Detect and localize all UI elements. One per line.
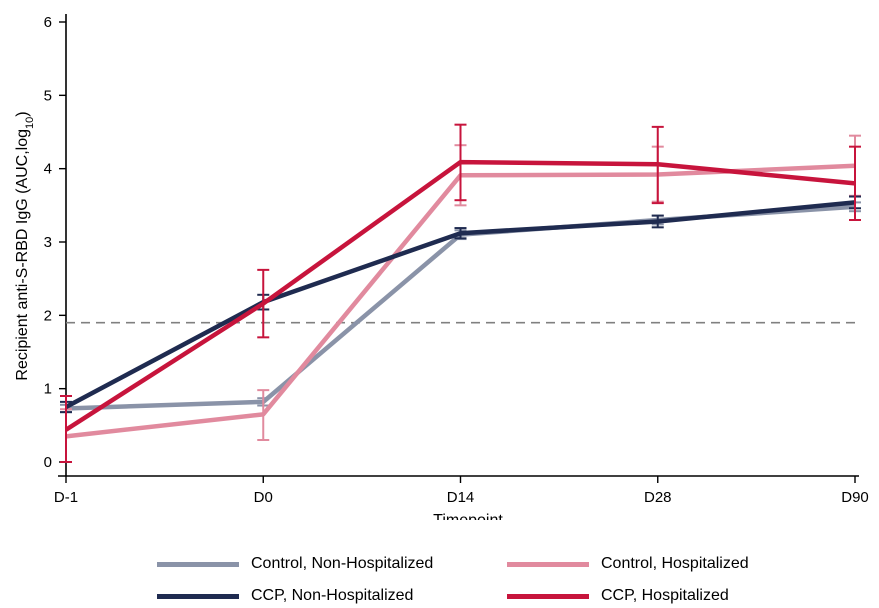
y-axis-title-main: Recipient anti-S-RBD IgG (AUC,log xyxy=(14,129,31,381)
x-tick-label: D90 xyxy=(841,489,869,506)
x-tick-label: D14 xyxy=(447,489,475,506)
y-tick-label: 2 xyxy=(44,307,52,324)
series-2 xyxy=(60,195,861,414)
y-axis-title-subscript: 10 xyxy=(24,117,36,129)
legend-item-control-hosp: Control, Hospitalized xyxy=(507,552,749,576)
legend-swatch xyxy=(507,593,589,599)
x-tick-label: D0 xyxy=(254,489,273,506)
legend: Control, Non-Hospitalized Control, Hospi… xyxy=(0,520,879,608)
legend-item-ccp-nonhosp: CCP, Non-Hospitalized xyxy=(157,584,413,608)
y-tick-label: 1 xyxy=(44,381,52,398)
x-tick-label: D-1 xyxy=(54,489,78,506)
x-tick-label: D28 xyxy=(644,489,672,506)
y-axis-title: Recipient anti-S-RBD IgG (AUC,log10) xyxy=(14,111,36,380)
y-tick-label: 4 xyxy=(44,161,52,178)
legend-swatch xyxy=(507,561,589,567)
legend-label: Control, Non-Hospitalized xyxy=(251,555,434,572)
legend-item-control-nonhosp: Control, Non-Hospitalized xyxy=(157,552,433,576)
axes: 0 1 2 3 4 5 6 D-1 D0 D14 D28 D90 xyxy=(44,14,869,506)
series-3 xyxy=(60,123,861,463)
legend-label: Control, Hospitalized xyxy=(601,555,749,572)
y-tick-label: 3 xyxy=(44,234,52,251)
y-tick-label: 6 xyxy=(44,14,52,31)
legend-swatch xyxy=(157,593,239,599)
legend-label: CCP, Hospitalized xyxy=(601,587,729,604)
legend-label: CCP, Non-Hospitalized xyxy=(251,587,414,604)
legend-item-ccp-hosp: CCP, Hospitalized xyxy=(507,584,729,608)
x-axis-title: Timepoint xyxy=(433,512,503,520)
y-tick-label: 5 xyxy=(44,87,52,104)
y-axis-title-end: ) xyxy=(14,111,31,116)
legend-swatch xyxy=(157,561,239,567)
series-group xyxy=(60,123,861,463)
line-chart: 0 1 2 3 4 5 6 D-1 D0 D14 D28 D90 Timepoint Recipien… xyxy=(14,14,869,520)
y-tick-label: 0 xyxy=(44,454,52,471)
